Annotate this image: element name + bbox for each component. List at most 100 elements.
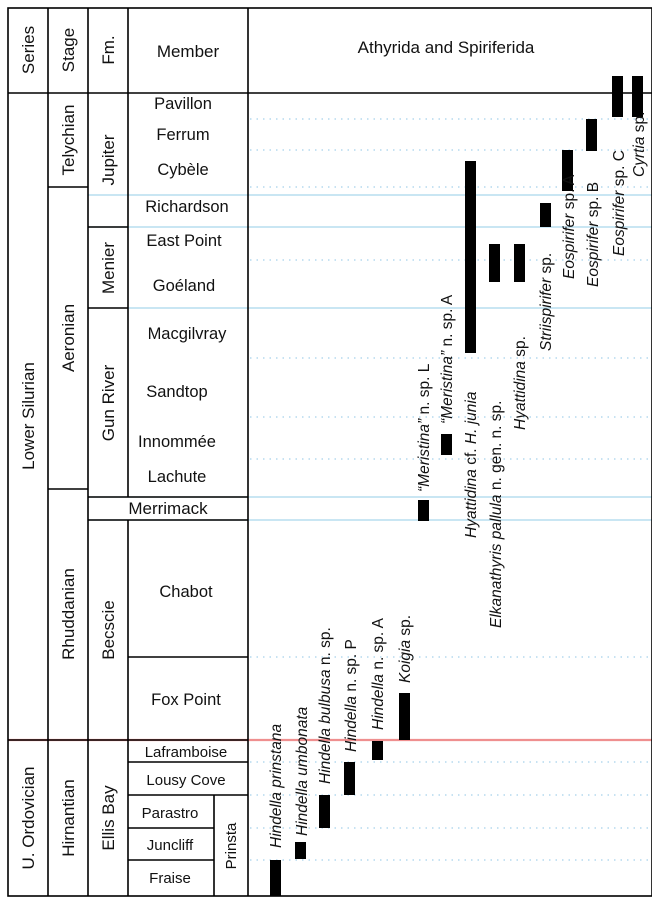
taxon-label-6-part-1: Koigia	[397, 640, 414, 683]
range-bar-9	[465, 161, 476, 353]
taxon-label-9: Hyattidina cf. H. junia	[463, 391, 480, 538]
taxon-label-14-part-1: Eospirifer	[585, 221, 602, 287]
taxon-label-2: Hindella umbonata	[294, 706, 311, 836]
taxon-label-5-part-2: n. sp. A	[370, 617, 387, 674]
taxon-label-10-part-2: n. gen. n. sp.	[488, 401, 505, 495]
stage-column: Telychian Aeronian Rhuddanian Hirnantian	[59, 105, 78, 857]
taxon-label-15-part-1: Eospirifer	[611, 190, 628, 256]
member-column: Pavillon Ferrum Cybèle Richardson East P…	[138, 95, 240, 887]
member-pavillon: Pavillon	[154, 95, 212, 113]
taxon-label-16: Cyrtia sp.	[631, 112, 648, 177]
range-bar-13	[562, 150, 573, 191]
taxon-label-15-part-2: sp. C	[611, 150, 628, 190]
stage-telychian: Telychian	[59, 105, 78, 176]
range-bar-16	[632, 76, 643, 117]
range-bar-12	[540, 203, 551, 227]
taxon-label-2-part-1: Hindella umbonata	[294, 706, 311, 836]
member-lachute: Lachute	[148, 468, 207, 486]
taxon-label-8: “Meristina” n. sp. A	[439, 294, 456, 424]
range-bar-7	[418, 500, 429, 521]
formation-jupiter: Jupiter	[99, 134, 118, 185]
taxon-label-16-part-2: sp.	[631, 112, 648, 137]
taxon-label-3-part-1: Hindella bulbusa	[317, 669, 334, 784]
taxon-label-14: Eospirifer sp. B	[585, 182, 602, 287]
range-bar-14	[586, 119, 597, 151]
taxon-label-4-part-1: Hindella	[343, 696, 360, 752]
taxon-label-1: Hindella prinstana	[268, 724, 285, 848]
taxon-label-11-part-1: Hyattidina	[512, 361, 529, 430]
formation-merrimack: Merrimack	[128, 499, 208, 518]
taxon-label-5: Hindella n. sp. A	[370, 617, 387, 730]
taxon-label-9-part-2: cf.	[463, 444, 480, 469]
formation-menier: Menier	[99, 242, 118, 294]
member-juncliff: Juncliff	[147, 837, 194, 854]
taxon-label-16-part-1: Cyrtia	[631, 136, 648, 177]
range-bar-4	[344, 762, 355, 795]
taxon-label-12-part-2: sp.	[538, 253, 555, 278]
taxon-label-7: “Meristina” n. sp. L	[416, 363, 433, 492]
taxon-label-4-part-2: n. sp. P	[343, 639, 360, 696]
header-formation: Fm.	[99, 35, 118, 64]
member-laframboise: Laframboise	[145, 744, 228, 761]
taxon-label-6: Koigia sp.	[397, 615, 414, 683]
range-bar-1	[270, 860, 281, 896]
taxon-label-9-part-1: Hyattidina	[463, 469, 480, 538]
header-group-title: Athyrida and Spiriferida	[358, 38, 535, 57]
taxon-label-13-part-1: Eospirifer	[561, 213, 578, 279]
range-bar-11	[514, 244, 525, 282]
range-bar-15	[612, 76, 623, 117]
series-column: Lower Silurian U. Ordovician	[19, 362, 38, 869]
taxon-label-13-part-2: sp. A	[561, 174, 578, 213]
member-lousy-cove: Lousy Cove	[146, 772, 225, 789]
taxon-labels: Hindella prinstana Hindella umbonata Hinde…	[268, 112, 648, 848]
header-row: Series Stage Fm. Member Athyrida and Spi…	[19, 26, 535, 74]
member-goeland: Goéland	[153, 277, 215, 295]
member-east-point: East Point	[146, 232, 222, 250]
member-ferrum: Ferrum	[156, 126, 209, 144]
range-bar-2	[295, 842, 306, 859]
member-fraise: Fraise	[149, 870, 191, 887]
taxon-label-13: Eospirifer sp. A	[561, 174, 578, 279]
taxon-label-10: Elkanathyris pallula n. gen. n. sp.	[488, 401, 505, 628]
member-innommee: Innommée	[138, 433, 216, 451]
frame	[7, 7, 652, 897]
taxon-label-11: Hyattidina sp.	[512, 336, 529, 430]
range-bar-3	[319, 795, 330, 828]
member-fox-point: Fox Point	[151, 691, 221, 709]
member-parastro: Parastro	[142, 805, 199, 822]
taxon-label-10-part-1: Elkanathyris pallula	[488, 494, 505, 628]
taxon-label-14-part-2: sp. B	[585, 182, 602, 222]
taxon-label-7-part-1: “Meristina”	[416, 418, 433, 492]
taxon-label-12-part-1: Striispirifer	[538, 277, 555, 351]
taxon-label-12: Striispirifer sp.	[538, 253, 555, 351]
submember-prinsta: Prinsta	[223, 822, 240, 869]
taxon-label-5-part-1: Hindella	[370, 674, 387, 730]
taxon-label-1-part-1: Hindella prinstana	[268, 724, 285, 848]
header-member: Member	[157, 42, 220, 61]
range-bar-6	[399, 693, 410, 740]
range-bar-8	[441, 434, 452, 455]
taxon-label-6-part-2: sp.	[397, 615, 414, 640]
stage-hirnantian: Hirnantian	[59, 779, 78, 857]
taxon-label-3-part-2: n. sp.	[317, 627, 334, 669]
taxon-label-15: Eospirifer sp. C	[611, 150, 628, 256]
stage-rhuddanian: Rhuddanian	[59, 568, 78, 660]
range-bars	[270, 76, 643, 896]
formation-gun-river: Gun River	[99, 364, 118, 441]
taxon-label-4: Hindella n. sp. P	[343, 639, 360, 752]
formation-ellis-bay: Ellis Bay	[99, 785, 118, 851]
taxon-label-8-part-2: n. sp. A	[439, 294, 456, 351]
series-upper-ordovician: U. Ordovician	[19, 767, 38, 870]
member-richardson: Richardson	[145, 198, 228, 216]
header-series: Series	[19, 26, 38, 74]
member-sandtop: Sandtop	[146, 383, 207, 401]
taxon-label-11-part-2: sp.	[512, 336, 529, 361]
series-lower-silurian: Lower Silurian	[19, 362, 38, 470]
range-bar-10	[489, 244, 500, 282]
member-chabot: Chabot	[159, 583, 213, 601]
taxon-label-8-part-1: “Meristina”	[439, 350, 456, 424]
header-stage: Stage	[59, 28, 78, 72]
member-macgilvray: Macgilvray	[148, 325, 228, 343]
taxon-label-7-part-2: n. sp. L	[416, 363, 433, 419]
